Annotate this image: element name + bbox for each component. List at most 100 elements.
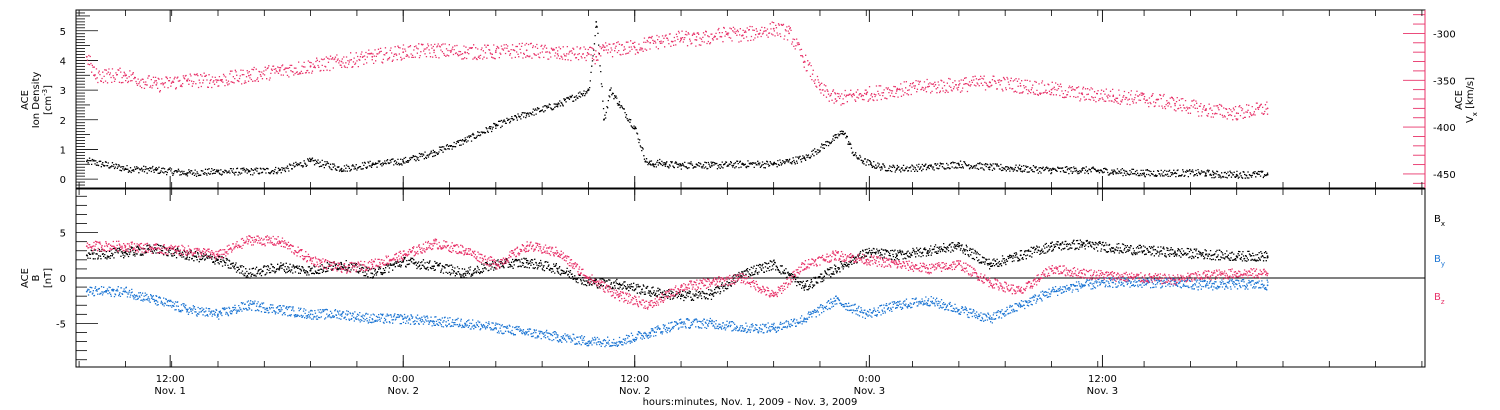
by-point-cloud-point [1204,284,1207,287]
by-point-cloud-point [278,308,281,311]
b-legend: Bx By Bz [1434,214,1445,306]
vx-point-cloud-point [1235,112,1238,114]
vx-point-cloud-point [371,55,374,58]
bx-point-cloud-point [865,251,868,254]
date-tick-label: Nov. 1 [154,386,185,397]
vx-tick-label: -350 [1433,76,1456,87]
vx-point-cloud-point [819,88,821,91]
density-point-cloud-point [896,167,898,170]
by-point-cloud-point [1019,304,1022,307]
density-point-cloud-point [618,104,621,106]
vx-point-cloud-point [788,32,790,35]
bz-point-cloud-point [464,249,466,252]
by-point-cloud-point [1235,283,1238,286]
density-tick-label: 3 [60,86,66,97]
density-point-cloud-point [464,139,466,142]
bx-point-cloud-point [927,249,929,252]
by-point-cloud-point [464,322,466,325]
bz-point-cloud-point [1112,275,1115,278]
bz-point-cloud-point [680,286,682,288]
vx-point-cloud-point [595,55,598,58]
by-point-cloud-point [1112,281,1115,284]
bz-point-cloud-point [772,295,775,298]
bx-point-cloud-point [1143,249,1145,252]
bz-point-cloud-point [896,263,898,266]
date-tick-label: Nov. 2 [619,386,650,397]
b-tick-label: 5 [60,229,66,240]
bx-point-cloud-point [1019,254,1022,257]
magnetic-field-panel: -5 0 5 ACE B [nT] Bx By Bz [20,188,1445,368]
vx-point-cloud-point [741,34,744,37]
bx-point-cloud-point [556,268,559,270]
density-point-cloud-point [248,170,250,173]
by-point-cloud-point [834,299,837,302]
bx-point-cloud-point [1050,245,1053,248]
bz-point-cloud-point [85,245,88,248]
by-point-cloud-point [803,318,806,320]
bz-point-cloud-point [278,240,281,243]
b-ylabel-source: ACE [20,268,31,288]
vx-point-cloud-point [1081,93,1084,96]
density-point-cloud-point [603,118,605,121]
bz-point-cloud-point [618,295,621,298]
vx-point-cloud-point [556,53,559,55]
by-point-cloud-point [340,313,343,316]
date-tick-label: Nov. 2 [387,386,418,397]
density-point-cloud-point [695,163,698,166]
bx-point-cloud-point [1081,243,1084,246]
bx-point-cloud-point [649,290,652,293]
density-vx-panel: 0 1 2 3 4 5 -450 -400 -350 -300 ACE Ion Density … [20,9,1479,189]
bz-point-cloud-point [1266,272,1269,275]
bz-point-cloud-point [1235,272,1238,275]
b-ylabel: ACE B [nT] [20,268,54,288]
vx-point-cloud-point [494,51,497,54]
b-tick-label: 0 [60,274,66,285]
vx-point-cloud-point [896,88,898,91]
time-tick-label: 12:00 [156,374,185,385]
density-point-cloud-point [595,21,598,23]
density-point-cloud-point [958,163,960,166]
density-point-cloud-point [85,160,88,163]
bz-point-cloud-point [494,263,497,266]
density-point-cloud-point [711,164,713,167]
vx-series [85,21,1269,121]
by-point-cloud-point [155,299,158,302]
density-point-cloud-point [217,170,219,173]
time-tick-label: 12:00 [1088,374,1117,385]
density-point-cloud-point [1143,172,1145,175]
bz-point-cloud-point [217,254,219,257]
time-tick-label: 0:00 [392,374,414,385]
density-point-cloud-point [525,112,528,115]
vx-point-cloud-point [726,32,729,35]
density-point-cloud-point [988,166,991,169]
by-point-cloud-point [248,304,250,307]
density-point-cloud-point [1212,173,1215,176]
vx-point-cloud-point [1050,88,1053,91]
by-point-cloud-point [186,308,189,311]
b-series [85,235,1269,348]
bz-point-cloud-point [1174,278,1176,281]
vx-point-cloud-point [680,37,682,39]
vx-point-cloud-point [248,74,250,77]
bx-point-cloud-point [680,295,682,298]
vx-point-cloud-point [1143,98,1145,100]
bx-point-cloud-point [217,258,219,261]
density-point-cloud-point [680,164,682,167]
density-point-cloud-point [124,167,127,170]
bz-point-cloud-point [1204,274,1207,277]
vx-point-cloud-point [649,41,652,44]
bx-point-cloud-point [1204,253,1207,256]
density-point-cloud-point [1266,173,1269,176]
density-point-cloud-point [340,167,343,170]
bz-point-cloud-point [711,281,713,284]
density-ylabel-source: ACE [20,90,31,110]
density-tick-label: 0 [60,175,66,186]
bz-point-cloud-point [1143,277,1145,279]
bx-point-cloud-point [464,272,466,275]
x-axis-label: hours:minutes, Nov. 1, 2009 - Nov. 3, 20… [643,397,858,408]
bx-point-cloud-point [1174,251,1176,254]
legend-by: By [1434,254,1445,268]
vx-axis: -450 -400 -350 -300 [1403,10,1456,188]
